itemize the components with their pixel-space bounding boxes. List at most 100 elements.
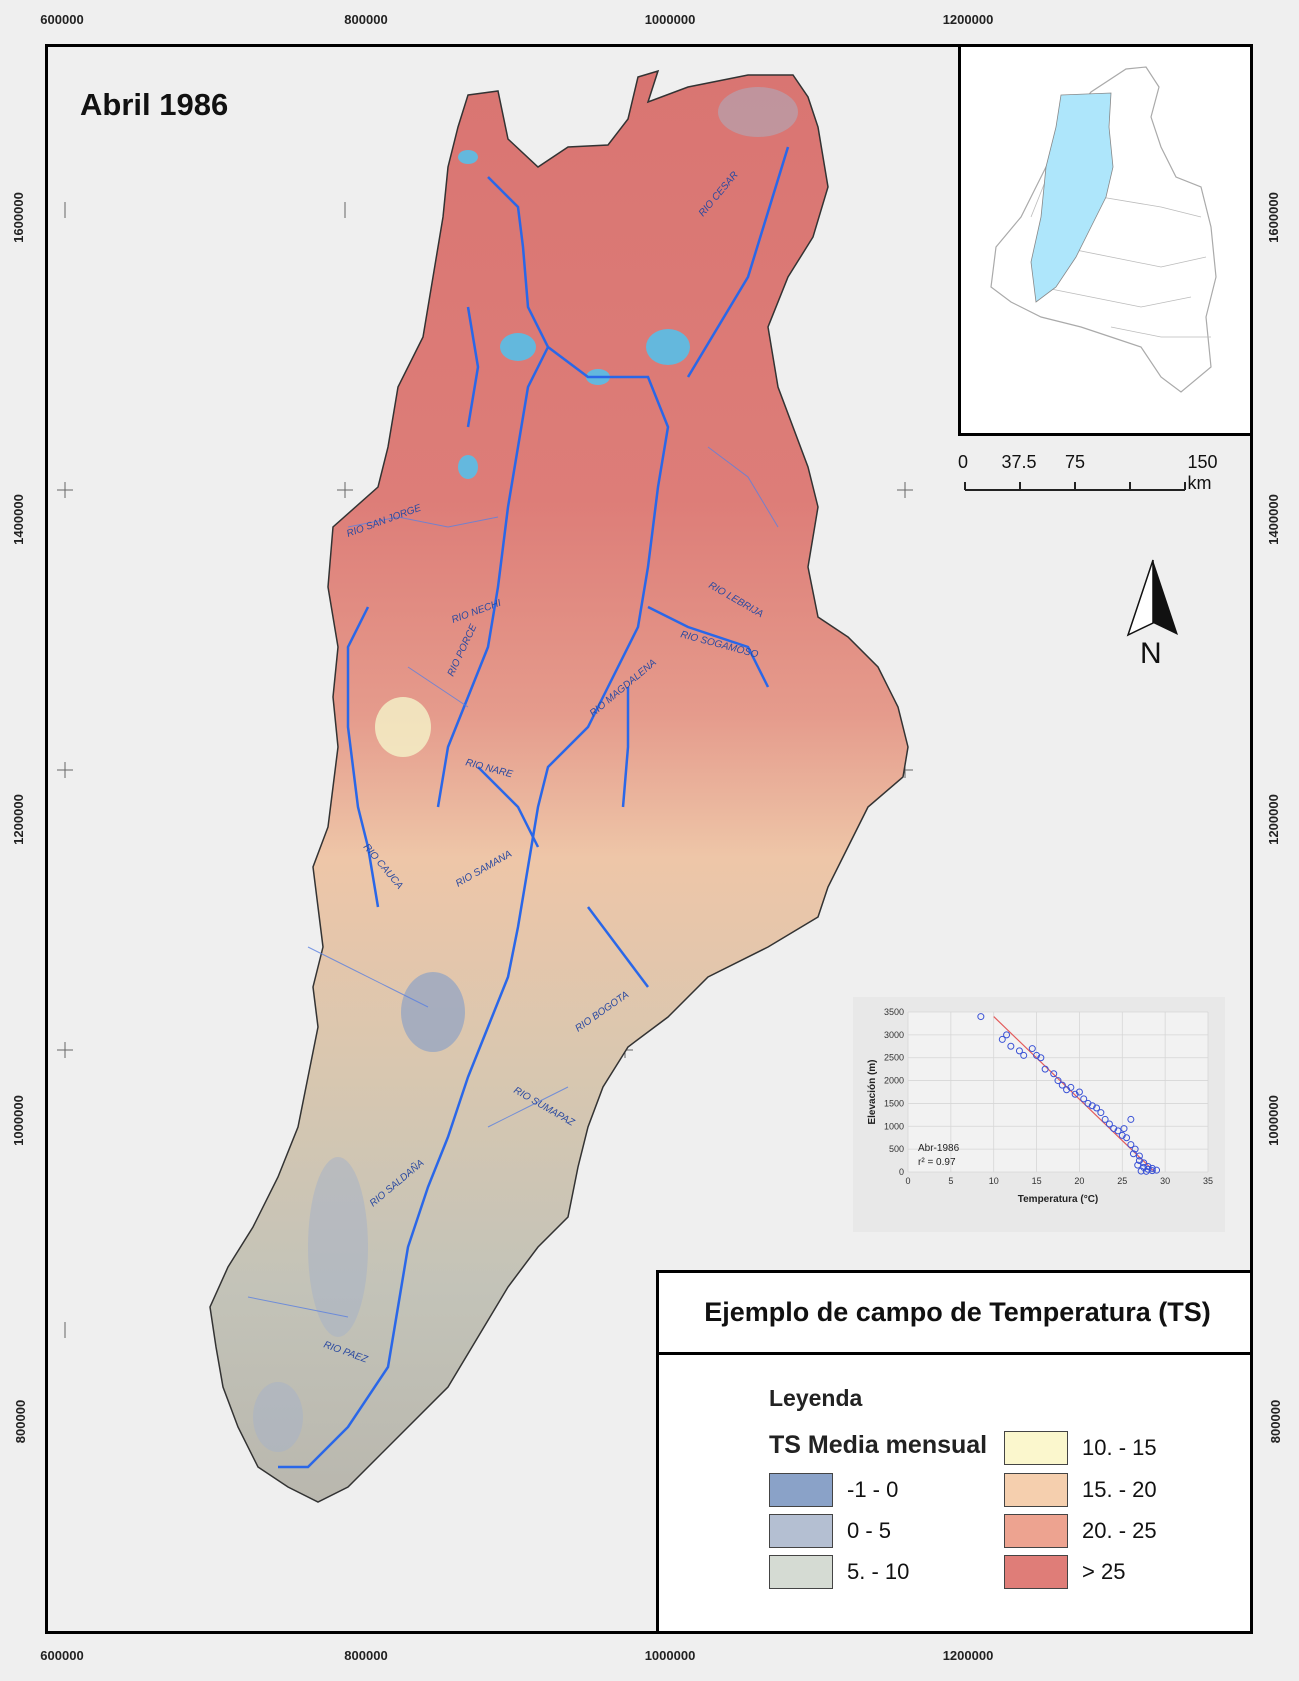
legend-title: Ejemplo de campo de Temperatura (TS) (704, 1297, 1211, 1327)
data-point (1135, 1152, 1143, 1160)
y-coord-label: 1400000 (1265, 494, 1281, 545)
x-coord-label: 800000 (344, 1648, 388, 1663)
data-point (1093, 1104, 1101, 1112)
data-point (1105, 1120, 1113, 1128)
y-tick-labels: 0 500 1000 1500 2000 2500 3000 3500 (884, 1007, 904, 1177)
highland-cold-zone (718, 87, 798, 137)
legend-label: 20. - 25 (1082, 1518, 1157, 1543)
x-tick-label: 15 (1032, 1176, 1042, 1186)
legend-label: 5. - 10 (847, 1559, 910, 1584)
legend-swatch (1004, 1514, 1068, 1548)
map-title: Abril 1986 (80, 87, 229, 122)
data-point (998, 1035, 1006, 1043)
legend-item: 0 - 5 (769, 1514, 891, 1548)
data-point (1028, 1045, 1036, 1053)
x-tick-label: 30 (1160, 1176, 1170, 1186)
x-coord-label: 600000 (40, 12, 84, 27)
locator-map (990, 66, 1217, 393)
data-point (1148, 1164, 1156, 1172)
data-point (1050, 1070, 1058, 1078)
wetlands (458, 150, 690, 479)
scale-bar: 0 37.5 75 150 km (958, 452, 1243, 512)
basin-outline (209, 69, 909, 1503)
y-tick-label: 0 (899, 1167, 904, 1177)
y-coord-label: 1200000 (10, 794, 26, 845)
y-coord-label: 1000000 (10, 1095, 26, 1146)
legend-swatch (1004, 1431, 1068, 1465)
x-coord-label: 1200000 (942, 12, 994, 27)
data-point (1144, 1163, 1152, 1171)
legend-swatch (769, 1555, 833, 1589)
grid (907, 1011, 1209, 1173)
y-coord-label: 800000 (13, 1399, 29, 1444)
x-coord-label: 1000000 (644, 12, 696, 27)
data-point (1101, 1115, 1109, 1123)
x-coord-label: 1200000 (942, 1648, 994, 1663)
y-coord-label: 1600000 (10, 192, 26, 243)
y-tick-label: 2000 (884, 1076, 904, 1086)
scatter-plot: 0 5 10 15 20 25 30 35 0 500 1000 1500 2000 2500 3000 3… (867, 1007, 1213, 1205)
data-point (1058, 1081, 1066, 1089)
highland-cold-zone (253, 1382, 303, 1452)
legend-swatch (1004, 1473, 1068, 1507)
x-tick-label: 20 (1074, 1176, 1084, 1186)
y-coord-label: 800000 (1268, 1399, 1284, 1444)
data-points (977, 1013, 1161, 1175)
elevation-temperature-chart: 0 5 10 15 20 25 30 35 0 500 1000 1500 2000 2500 3000 3… (853, 997, 1225, 1232)
x-tick-labels: 0 5 10 15 20 25 30 35 (905, 1176, 1213, 1186)
data-point (1075, 1088, 1083, 1096)
data-point (1140, 1159, 1148, 1167)
data-point (1129, 1150, 1137, 1158)
y-coord-label: 1200000 (1265, 794, 1281, 845)
country-outline (990, 66, 1217, 393)
legend-title-row: Ejemplo de campo de Temperatura (TS) (659, 1273, 1250, 1355)
data-point (1007, 1042, 1015, 1050)
scale-label: 0 (957, 452, 969, 472)
data-point (977, 1013, 985, 1021)
y-coord-label: 1600000 (1265, 192, 1281, 243)
legend-item: 10. - 15 (1004, 1431, 1157, 1465)
x-coord-label: 1000000 (644, 1648, 696, 1663)
data-point (1137, 1167, 1145, 1175)
data-point (1097, 1109, 1105, 1117)
chart-annotation-period: Abr-1986 (918, 1143, 960, 1154)
data-point (1127, 1115, 1135, 1123)
north-label: N (1140, 637, 1162, 670)
legend-label: 10. - 15 (1082, 1435, 1157, 1460)
legend-item: 5. - 10 (769, 1555, 909, 1589)
legend-label: > 25 (1082, 1559, 1126, 1584)
data-point (1041, 1065, 1049, 1073)
study-area-highlight (1030, 92, 1114, 303)
data-point (1020, 1051, 1028, 1059)
locator-inset (958, 47, 1250, 436)
legend-label: -1 - 0 (847, 1477, 899, 1502)
legend-heading: Leyenda (769, 1385, 863, 1411)
y-coord-label: 1400000 (10, 494, 26, 545)
north-arrow-icon (1126, 559, 1178, 637)
y-coord-label: 1000000 (1265, 1095, 1281, 1146)
legend-swatch (769, 1473, 833, 1507)
x-tick-label: 0 (905, 1176, 910, 1186)
legend-label: 15. - 20 (1082, 1477, 1157, 1502)
y-tick-label: 3000 (884, 1030, 904, 1040)
data-point (1153, 1166, 1161, 1174)
highland-cold-zone (401, 972, 465, 1052)
data-point (1080, 1095, 1088, 1103)
data-point (1142, 1167, 1150, 1175)
x-tick-label: 25 (1117, 1176, 1127, 1186)
data-point (1134, 1161, 1142, 1169)
y-tick-label: 500 (889, 1144, 904, 1154)
x-tick-label: 5 (948, 1176, 953, 1186)
map-frame: RIO CESAR RIO SAN JORGE RIO NECHI RIO PO… (45, 44, 1253, 1634)
legend-item: -1 - 0 (769, 1473, 898, 1507)
basin-map: RIO CESAR RIO SAN JORGE RIO NECHI RIO PO… (57, 69, 913, 1503)
y-axis-label: Elevación (m) (867, 1059, 878, 1124)
data-point (1123, 1134, 1131, 1142)
scale-bar-graphic (964, 482, 1186, 491)
data-point (1131, 1145, 1139, 1153)
data-point (1127, 1141, 1135, 1149)
y-tick-label: 1500 (884, 1098, 904, 1108)
x-coord-label: 600000 (40, 1648, 84, 1663)
plot-area (908, 1012, 1208, 1172)
legend-subheading: TS Media mensual (769, 1431, 988, 1459)
